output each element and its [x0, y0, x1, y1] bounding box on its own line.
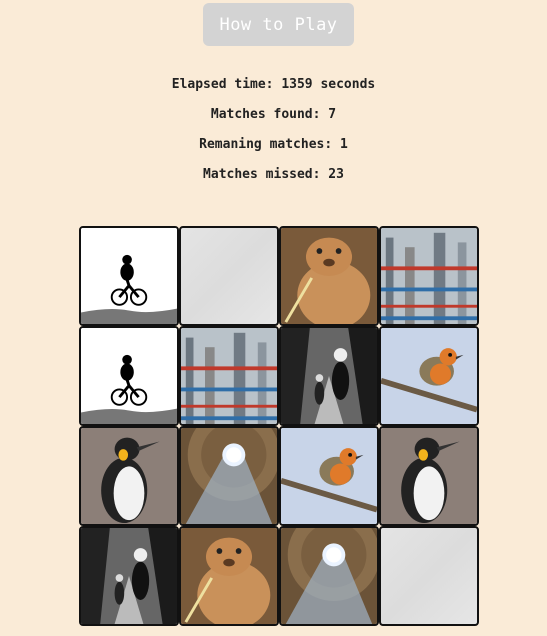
marmot-image [181, 528, 277, 624]
card-walkers[interactable] [279, 326, 379, 426]
card-refinery[interactable] [179, 326, 279, 426]
card-cyclist[interactable] [79, 326, 179, 426]
card-board [79, 226, 479, 626]
card-refinery[interactable] [379, 226, 479, 326]
card-cyclist[interactable] [79, 226, 179, 326]
card-face-down[interactable] [179, 226, 279, 326]
refinery-image [381, 228, 477, 324]
cyclist-image [81, 328, 177, 424]
dome-oculus-image [181, 428, 277, 524]
remaining-matches-text: Remaning matches: 1 [199, 137, 348, 152]
card-robin[interactable] [379, 326, 479, 426]
card-dome-oculus[interactable] [179, 426, 279, 526]
card-marmot[interactable] [179, 526, 279, 626]
walkers-image [81, 528, 177, 624]
card-walkers[interactable] [79, 526, 179, 626]
card-face-down[interactable] [379, 526, 479, 626]
refinery-image [181, 328, 277, 424]
matches-missed-text: Matches missed: 23 [203, 167, 344, 182]
cyclist-image [81, 228, 177, 324]
card-marmot[interactable] [279, 226, 379, 326]
how-to-play-button[interactable]: How to Play [203, 3, 354, 46]
marmot-image [281, 228, 377, 324]
penguin-image [81, 428, 177, 524]
walkers-image [281, 328, 377, 424]
penguin-image [381, 428, 477, 524]
dome-oculus-image [281, 528, 377, 624]
robin-image [281, 428, 377, 524]
matches-found-text: Matches found: 7 [210, 107, 337, 122]
card-penguin[interactable] [379, 426, 479, 526]
robin-image [381, 328, 477, 424]
elapsed-time-text: Elapsed time: 1359 seconds [171, 77, 376, 92]
card-dome-oculus[interactable] [279, 526, 379, 626]
card-penguin[interactable] [79, 426, 179, 526]
card-robin[interactable] [279, 426, 379, 526]
